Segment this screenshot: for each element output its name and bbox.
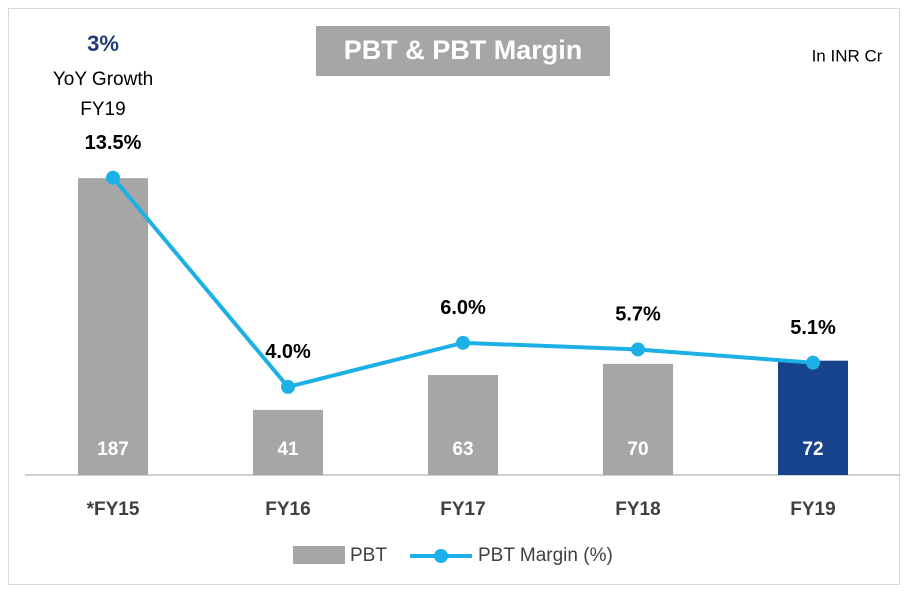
unit-note: In INR Cr <box>812 46 883 65</box>
bar-value-label: 72 <box>802 439 823 460</box>
legend-swatch <box>293 546 345 564</box>
x-tick-label: FY19 <box>790 499 835 520</box>
chart-frame <box>8 8 900 585</box>
bar-value-label: 41 <box>277 439 299 460</box>
bar <box>428 374 498 475</box>
line-value-label: 6.0% <box>440 297 486 319</box>
legend-label: PBT <box>350 545 387 566</box>
bar-value-label: 70 <box>627 439 648 460</box>
line-point <box>806 355 820 370</box>
bar <box>78 178 148 475</box>
line-point <box>281 379 295 394</box>
line-value-label: 5.7% <box>615 304 661 326</box>
line-point <box>106 170 120 185</box>
growth-label: FY19 <box>80 99 125 120</box>
bar-value-label: 187 <box>97 439 129 460</box>
legend-label: PBT Margin (%) <box>478 545 613 566</box>
x-tick-label: FY17 <box>440 499 485 520</box>
x-tick-label: FY16 <box>265 499 310 520</box>
chart-title: PBT & PBT Margin <box>344 35 583 65</box>
line-point <box>456 335 470 350</box>
x-tick-label: *FY15 <box>87 499 140 520</box>
bar-value-label: 63 <box>452 439 473 460</box>
title-box <box>316 26 610 76</box>
growth-label: YoY Growth <box>53 69 153 90</box>
legend-swatch <box>434 549 448 563</box>
bar <box>778 360 848 475</box>
line-value-label: 5.1% <box>790 317 836 339</box>
line-point <box>631 342 645 357</box>
line-value-label: 13.5% <box>85 132 142 154</box>
line-value-label: 4.0% <box>265 341 311 363</box>
growth-value: 3% <box>87 31 119 56</box>
bar <box>603 363 673 475</box>
bar <box>253 409 323 475</box>
x-tick-label: FY18 <box>615 499 660 520</box>
